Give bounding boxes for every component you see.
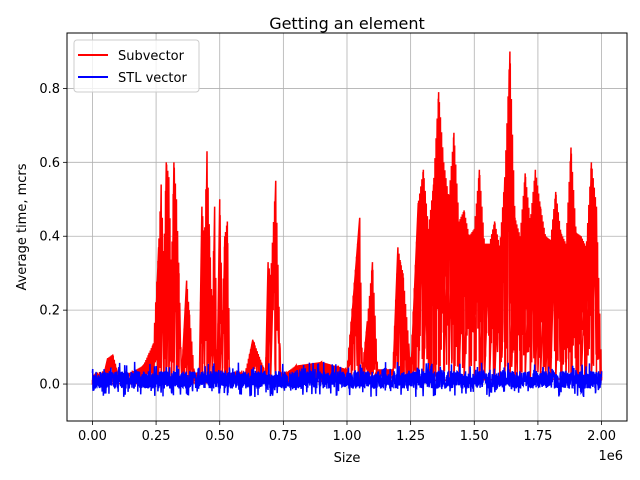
- x-tick-label: 2.00: [587, 429, 616, 444]
- x-tick-label: 1.75: [523, 429, 552, 444]
- y-axis-label: Average time, mcrs: [15, 163, 30, 290]
- x-tick-label: 0.75: [269, 429, 298, 444]
- legend-label-subvector: Subvector: [118, 49, 185, 64]
- y-tick-label: 0.2: [39, 304, 60, 319]
- x-tick-label: 0.50: [205, 429, 234, 444]
- chart-title: Getting an element: [269, 14, 425, 33]
- series-layer: [91, 51, 603, 397]
- legend-label-stl-vector: STL vector: [118, 71, 187, 86]
- x-tick-label: 0.25: [142, 429, 171, 444]
- y-tick-label: 0.4: [39, 230, 60, 245]
- x-tick-label: 1.50: [460, 429, 489, 444]
- legend-box: [73, 39, 200, 93]
- y-tick-label: 0.0: [39, 378, 60, 393]
- legend: Subvector STL vector: [73, 39, 200, 93]
- x-offset-text: 1e6: [598, 449, 623, 464]
- y-tick-label: 0.6: [39, 156, 60, 171]
- y-tick-label: 0.8: [39, 82, 60, 97]
- x-axis: 0.00 0.25 0.50 0.75 1.00 1.25 1.50 1.75 2.00: [78, 421, 616, 444]
- series-line-stl-vector: [91, 361, 603, 397]
- x-tick-label: 1.25: [396, 429, 425, 444]
- y-axis: 0.0 0.2 0.4 0.6 0.8: [39, 82, 67, 393]
- x-tick-label: 0.00: [78, 429, 107, 444]
- x-axis-label: Size: [334, 451, 361, 466]
- x-tick-label: 1.00: [333, 429, 362, 444]
